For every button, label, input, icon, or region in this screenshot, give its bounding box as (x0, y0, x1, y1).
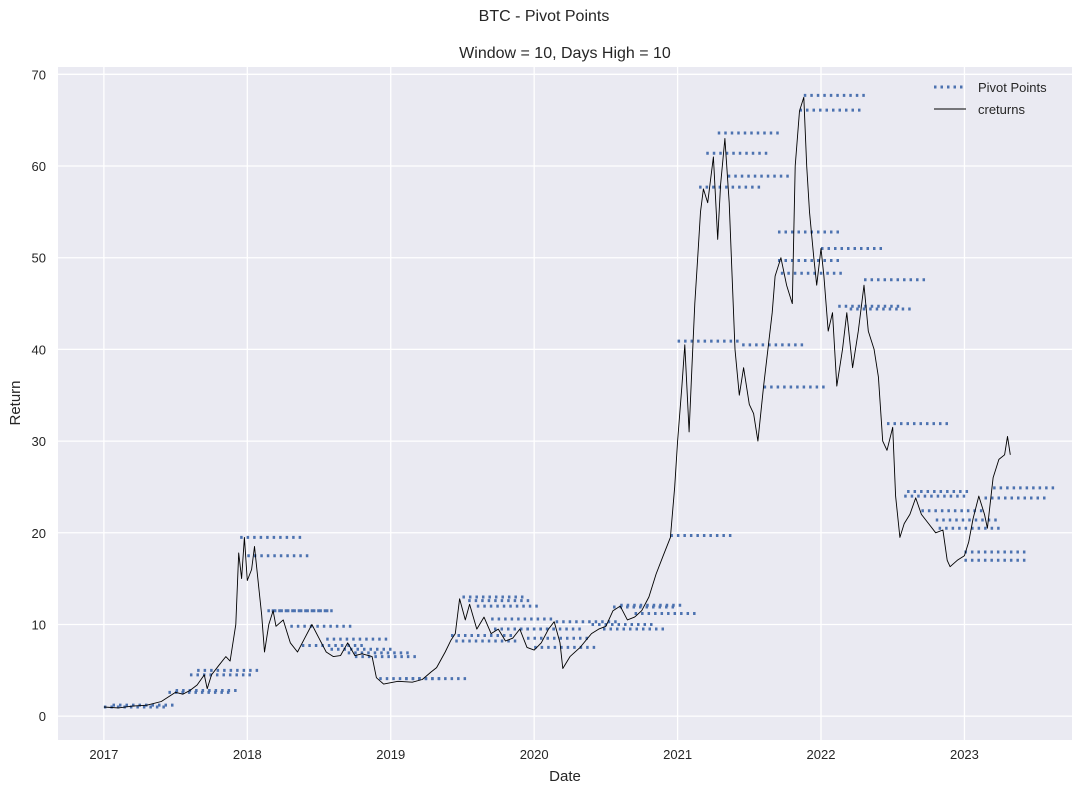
chart-title: Window = 10, Days High = 10 (459, 45, 671, 62)
legend: Pivot Points creturns (934, 80, 1047, 117)
y-tick-label: 70 (32, 67, 46, 82)
y-tick-label: 20 (32, 526, 46, 541)
y-tick-label: 0 (39, 709, 46, 724)
y-tick-label: 10 (32, 617, 46, 632)
plot-area (58, 67, 1072, 740)
legend-pivot-label: Pivot Points (978, 80, 1047, 95)
x-tick-label: 2019 (376, 747, 405, 762)
y-axis-label: Return (7, 380, 24, 425)
y-tick-label: 50 (32, 251, 46, 266)
x-axis-label: Date (549, 768, 581, 785)
x-tick-label: 2021 (663, 747, 692, 762)
x-tick-label: 2022 (807, 747, 836, 762)
x-tick-label: 2017 (89, 747, 118, 762)
creturns-line (103, 96, 1011, 709)
legend-creturns-label: creturns (978, 102, 1025, 117)
suptitle: BTC - Pivot Points (479, 8, 610, 25)
x-tick-label: 2023 (950, 747, 979, 762)
x-tick-label: 2020 (520, 747, 549, 762)
y-tick-label: 60 (32, 159, 46, 174)
y-tick-label: 30 (32, 434, 46, 449)
y-tick-label: 40 (32, 342, 46, 357)
x-tick-label: 2018 (233, 747, 262, 762)
